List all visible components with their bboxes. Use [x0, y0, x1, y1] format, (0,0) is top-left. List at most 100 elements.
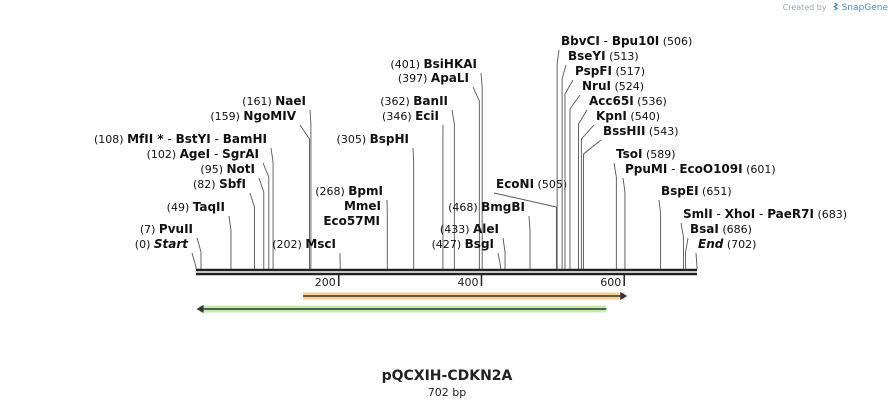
map-length: 702 bp: [427, 386, 467, 399]
restriction-site[interactable]: SmlI - XhoI - PaeR7I (683): [680, 207, 847, 269]
restriction-site[interactable]: TsoI (589): [613, 147, 676, 269]
restriction-site[interactable]: (0) Start: [135, 237, 197, 269]
site-label: (82) SbfI: [193, 177, 246, 191]
enzyme-name: Acc65I: [589, 94, 634, 108]
site-connector: [191, 252, 197, 269]
restriction-site[interactable]: KpnI (540): [580, 109, 660, 269]
restriction-site[interactable]: BseYI (513): [561, 49, 639, 269]
site-connector: [196, 237, 202, 269]
restriction-site[interactable]: PpuMI - EcoO109I (601): [622, 162, 776, 269]
site-label: (95) NotI: [200, 162, 255, 176]
restriction-site[interactable]: (159) NgoMIV: [210, 109, 310, 269]
enzyme-name: BspEI: [661, 184, 699, 198]
site-connector: [262, 162, 270, 269]
enzyme-name: TsoI: [616, 147, 642, 161]
site-connector: [493, 192, 557, 269]
restriction-site[interactable]: (268) BpmI: [315, 184, 388, 269]
enzyme-name: KpnI: [596, 109, 627, 123]
site-position: (362): [380, 95, 413, 108]
site-connector: [561, 64, 567, 269]
site-label: (7) PvuII: [140, 222, 193, 236]
site-position: (524): [611, 80, 644, 93]
site-label: SmlI - XhoI - PaeR7I (683): [683, 207, 847, 221]
site-label: (305) BspHI: [337, 132, 409, 146]
site-connector: [564, 79, 574, 269]
site-connector: [299, 124, 310, 269]
site-label-extra[interactable]: Eco57MI: [323, 214, 380, 228]
restriction-site[interactable]: (468) BmgBI: [448, 200, 531, 269]
restriction-site[interactable]: BspEI (651): [658, 184, 732, 269]
enzyme-name: BamHI: [223, 132, 267, 146]
enzyme-name: BssHII: [603, 124, 645, 138]
site-position: (468): [448, 201, 481, 214]
restriction-site[interactable]: (49) TaqII: [167, 200, 232, 269]
site-label: (202) MscI: [272, 237, 336, 251]
site-label: BssHII (543): [603, 124, 678, 138]
restriction-site[interactable]: (305) BspHI: [337, 132, 415, 269]
site-position: (202): [272, 238, 305, 251]
restriction-site[interactable]: (95) NotI: [200, 162, 265, 269]
restriction-site[interactable]: EcoNI (505): [493, 177, 567, 269]
restriction-site[interactable]: PspFI (517): [564, 64, 645, 269]
site-label: End (702): [698, 237, 756, 251]
site-label: (468) BmgBI: [448, 200, 525, 214]
enzyme-name: NgoMIV: [243, 109, 296, 123]
restriction-site[interactable]: BsaI (686): [685, 222, 752, 269]
site-position: (346): [382, 110, 415, 123]
site-position: (506): [659, 35, 692, 48]
site-connector: [228, 215, 232, 269]
site-connector: [578, 109, 588, 269]
site-connector: [583, 139, 602, 269]
enzyme-name: ApaLI: [431, 71, 469, 85]
orange-feature[interactable]: [303, 292, 628, 300]
enzyme-name: NotI: [227, 162, 256, 176]
site-position: (49): [167, 201, 193, 214]
site-position: (505): [534, 178, 567, 191]
site-label: Acc65I (536): [589, 94, 667, 108]
site-position: (513): [606, 50, 639, 63]
restriction-site[interactable]: (108) MfII * - BstYI - BamHI: [94, 132, 274, 269]
site-connector: [556, 49, 560, 269]
site-position: (268): [315, 185, 348, 198]
enzyme-name: MmeI: [344, 199, 381, 213]
restriction-site[interactable]: (362) BanII: [380, 94, 455, 269]
site-connector: [451, 109, 455, 269]
site-position: (433): [440, 223, 473, 236]
restriction-site[interactable]: (346) EciI: [382, 109, 444, 269]
site-label: (427) BsgI: [432, 237, 494, 251]
restriction-site[interactable]: (397) ApaLI: [398, 71, 480, 269]
site-position: (7): [140, 223, 159, 236]
restriction-site[interactable]: (7) PvuII: [140, 222, 202, 269]
enzyme-name: MscI: [305, 237, 336, 251]
enzyme-name: TaqII: [193, 200, 225, 214]
enzyme-name: SgrAI: [222, 147, 259, 161]
enzyme-name: NaeI: [275, 94, 306, 108]
site-label: BbvCI - Bpu10I (506): [561, 34, 692, 48]
restriction-site[interactable]: BbvCI - Bpu10I (506): [556, 34, 692, 269]
restriction-site[interactable]: (433) AleI: [440, 222, 506, 269]
site-connector: [412, 147, 415, 269]
enzyme-name: BstYI: [176, 132, 211, 146]
restriction-site[interactable]: (82) SbfI: [193, 177, 255, 269]
restriction-site[interactable]: BssHII (543): [583, 124, 679, 269]
restriction-site[interactable]: Acc65I (536): [578, 94, 667, 269]
enzyme-name: NruI: [582, 79, 611, 93]
site-label-extra[interactable]: MmeI: [344, 199, 381, 213]
restriction-site[interactable]: NruI (524): [569, 79, 644, 269]
restriction-site[interactable]: (161) NaeI: [242, 94, 312, 269]
site-connector: [497, 252, 502, 269]
restriction-site[interactable]: (102) AgeI - SgrAI: [147, 147, 270, 269]
enzyme-name: BanII: [413, 94, 448, 108]
restriction-site[interactable]: (202) MscI: [272, 237, 341, 269]
enzyme-name: MfII *: [127, 132, 164, 146]
enzyme-name: BsiHKAI: [424, 57, 478, 71]
restriction-site[interactable]: (401) BsiHKAI: [390, 57, 483, 269]
green-feature[interactable]: [196, 305, 607, 313]
site-connector: [695, 252, 698, 269]
site-label: BseYI (513): [568, 49, 639, 63]
site-position: (161): [242, 95, 275, 108]
site-label: (433) AleI: [440, 222, 499, 236]
restriction-site[interactable]: End (702): [695, 237, 756, 269]
restriction-site[interactable]: (427) BsgI: [432, 237, 502, 269]
